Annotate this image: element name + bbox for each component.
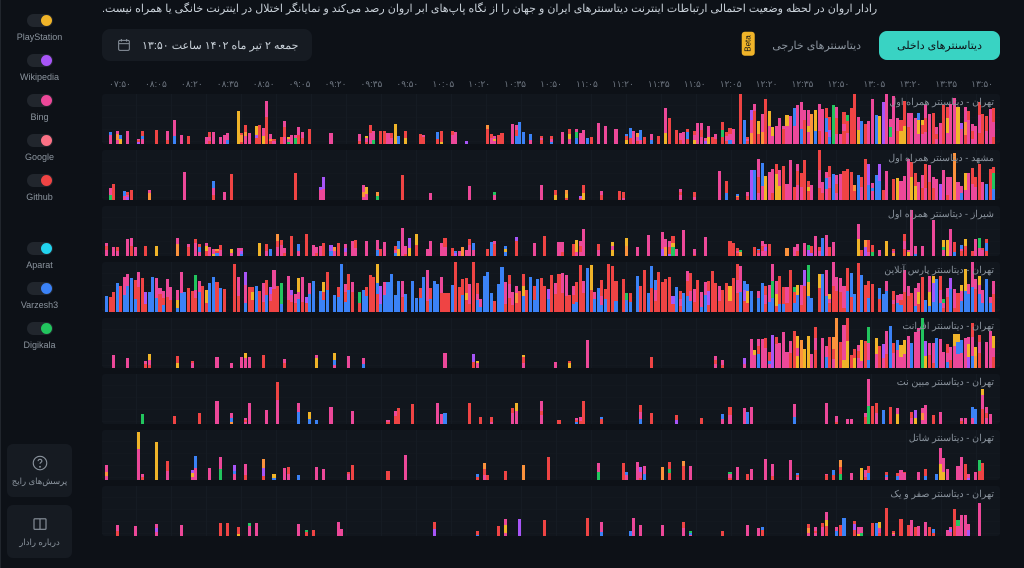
service-toggle-google[interactable]: Google — [1, 128, 78, 168]
service-label: Wikipedia — [20, 72, 59, 82]
calendar-icon — [116, 37, 132, 53]
time-tick: ۱۰:۲۰ — [461, 79, 497, 90]
about-label: درباره رادار — [19, 537, 59, 548]
time-tick: ۰۹:۰۵ — [282, 79, 318, 90]
time-tick: ۱۰:۰۵ — [425, 79, 461, 90]
service-toggle-bing[interactable]: Bing — [1, 88, 78, 128]
chart-label: تهران - دیتاسنتر صفر و یک — [890, 489, 994, 500]
datetime-label: جمعه ۲ تیر ماه ۱۴۰۲ ساعت ۱۳:۵۰ — [142, 39, 298, 52]
time-tick: ۰۷:۵۰ — [102, 79, 138, 90]
time-tick: ۰۸:۲۰ — [174, 79, 210, 90]
time-tick: ۱۱:۰۵ — [569, 79, 605, 90]
datetime-picker[interactable]: جمعه ۲ تیر ماه ۱۴۰۲ ساعت ۱۳:۵۰ — [102, 29, 312, 61]
chart-bars — [102, 94, 1000, 144]
charts-container: تهران - دیتاسنتر همراه اول مشهد - دیتاسنت… — [78, 94, 1024, 568]
service-label: Varzesh3 — [21, 300, 58, 310]
time-tick: ۱۲:۰۵ — [713, 79, 749, 90]
chart-row[interactable]: تهران - دیتاسنتر همراه اول — [102, 94, 1000, 144]
about-button[interactable]: درباره رادار — [7, 505, 72, 558]
service-toggle-aparat[interactable]: Aparat — [1, 236, 78, 276]
tab-external[interactable]: دیتاسنترهای خارجی Beta — [754, 31, 879, 60]
chart-label: شیراز - دیتاسنتر همراه اول — [888, 209, 994, 220]
time-tick: ۰۹:۵۰ — [389, 79, 425, 90]
main-panel: رادار اروان در لحظه وضعیت احتمالی ارتباط… — [78, 0, 1024, 568]
time-tick: ۱۳:۳۵ — [928, 79, 964, 90]
time-tick: ۱۳:۵۰ — [964, 79, 1000, 90]
toggle-pill — [27, 94, 53, 107]
service-toggle-github[interactable]: Github — [1, 168, 78, 208]
chart-label: تهران - دیتاسنتر افرانت — [902, 321, 994, 332]
services-sidebar: PlayStation Wikipedia Bing Google Github Apa… — [0, 0, 78, 568]
time-tick: ۱۲:۳۵ — [785, 79, 821, 90]
chart-row[interactable]: تهران - دیتاسنتر صفر و یک — [102, 486, 1000, 536]
chart-row[interactable]: مشهد - دیتاسنتر همراه اول — [102, 150, 1000, 200]
time-tick: ۱۳:۲۰ — [892, 79, 928, 90]
time-tick: ۱۲:۲۰ — [749, 79, 785, 90]
beta-badge: Beta — [742, 31, 755, 55]
time-tick: ۱۱:۵۰ — [677, 79, 713, 90]
chart-bars — [102, 486, 1000, 536]
time-axis: ۰۷:۵۰۰۸:۰۵۰۸:۲۰۰۸:۳۵۰۸:۵۰۰۹:۰۵۰۹:۲۰۰۹:۳۵… — [78, 71, 1024, 94]
time-tick: ۰۸:۳۵ — [210, 79, 246, 90]
service-toggle-digikala[interactable]: Digikala — [1, 316, 78, 356]
time-tick: ۰۸:۵۰ — [246, 79, 282, 90]
time-tick: ۱۳:۰۵ — [856, 79, 892, 90]
toggle-pill — [27, 14, 53, 27]
chart-bars — [102, 374, 1000, 424]
faq-label: پرسش‌های رایج — [12, 476, 67, 487]
datacenter-tabs: دیتاسنترهای داخلی دیتاسنترهای خارجی Beta — [754, 31, 1000, 60]
service-label: Bing — [31, 112, 49, 122]
time-tick: ۱۱:۲۰ — [605, 79, 641, 90]
chart-label: تهران - دیتاسنتر همراه اول — [889, 97, 994, 108]
chart-label: مشهد - دیتاسنتر همراه اول — [888, 153, 994, 164]
toggle-pill — [27, 242, 53, 255]
time-tick: ۱۱:۳۵ — [641, 79, 677, 90]
service-label: Github — [26, 192, 53, 202]
time-tick: ۰۹:۲۰ — [318, 79, 354, 90]
tab-internal[interactable]: دیتاسنترهای داخلی — [879, 31, 1000, 60]
chart-bars — [102, 150, 1000, 200]
service-label: Digikala — [24, 340, 56, 350]
toggle-pill — [27, 54, 53, 67]
chart-row[interactable]: تهران - دیتاسنتر شاتل — [102, 430, 1000, 480]
service-label: PlayStation — [17, 32, 63, 42]
chart-bars — [102, 430, 1000, 480]
time-tick: ۱۰:۵۰ — [533, 79, 569, 90]
chart-label: تهران - دیتاسنتر شاتل — [909, 433, 994, 444]
time-tick: ۱۰:۳۵ — [497, 79, 533, 90]
chart-bars — [102, 206, 1000, 256]
chart-bars — [102, 262, 1000, 312]
service-toggle-wikipedia[interactable]: Wikipedia — [1, 48, 78, 88]
service-label: Aparat — [26, 260, 53, 270]
chart-row[interactable]: تهران - دیتاسنتر پارس آنلاین — [102, 262, 1000, 312]
chart-row[interactable]: تهران - دیتاسنتر مبین نت — [102, 374, 1000, 424]
chart-label: تهران - دیتاسنتر مبین نت — [897, 377, 994, 388]
toggle-pill — [27, 322, 53, 335]
toggle-pill — [27, 134, 53, 147]
service-toggle-playstation[interactable]: PlayStation — [1, 8, 78, 48]
chart-row[interactable]: شیراز - دیتاسنتر همراه اول — [102, 206, 1000, 256]
time-tick: ۰۹:۳۵ — [353, 79, 389, 90]
chart-bars — [102, 318, 1000, 368]
chart-label: تهران - دیتاسنتر پارس آنلاین — [884, 265, 994, 276]
toggle-pill — [27, 282, 53, 295]
service-label: Google — [25, 152, 54, 162]
toggle-pill — [27, 174, 53, 187]
time-tick: ۰۸:۰۵ — [138, 79, 174, 90]
faq-button[interactable]: پرسش‌های رایج — [7, 444, 72, 497]
time-tick: ۱۲:۵۰ — [820, 79, 856, 90]
service-toggle-varzesh3[interactable]: Varzesh3 — [1, 276, 78, 316]
chart-row[interactable]: تهران - دیتاسنتر افرانت — [102, 318, 1000, 368]
page-description: رادار اروان در لحظه وضعیت احتمالی ارتباط… — [102, 0, 877, 29]
